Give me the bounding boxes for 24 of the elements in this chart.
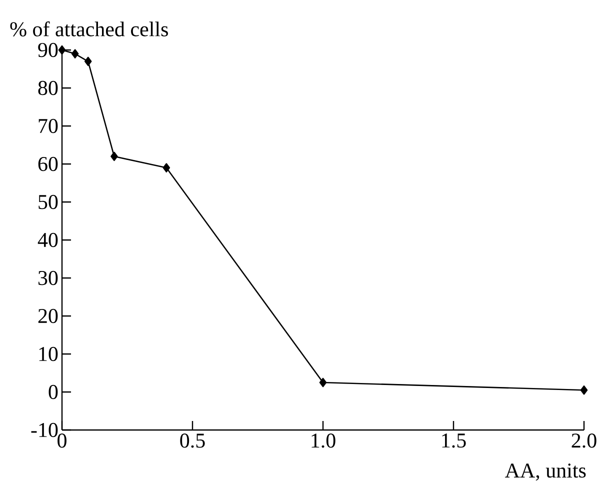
- x-tick-label: 0.5: [180, 434, 205, 448]
- x-tick-label: 1.5: [442, 434, 466, 448]
- y-tick-label: 60: [38, 156, 58, 172]
- y-axis-title: % of attached cells: [10, 21, 168, 36]
- y-tick-label: -10: [31, 422, 58, 438]
- point: [319, 378, 327, 388]
- x-tick-label: 1.0: [312, 434, 336, 448]
- point: [84, 56, 92, 66]
- x-tick-label: 2.0: [572, 434, 596, 448]
- point: [71, 49, 79, 58]
- y-tick-label: 50: [38, 194, 58, 210]
- y-tick-label: 40: [38, 232, 58, 248]
- x-axis-title: AA, units: [505, 464, 586, 481]
- point: [110, 152, 118, 162]
- y-tick-label: 30: [38, 270, 58, 286]
- y-tick-label: 80: [38, 80, 58, 96]
- point: [58, 45, 66, 55]
- point: [162, 163, 170, 172]
- y-tick-label: 70: [38, 118, 58, 134]
- y-tick-label: 10: [39, 346, 58, 362]
- y-tick-label: 0: [48, 384, 58, 400]
- y-tick-label: 20: [38, 308, 58, 324]
- point: [580, 385, 588, 395]
- y-tick-label: 90: [38, 42, 58, 58]
